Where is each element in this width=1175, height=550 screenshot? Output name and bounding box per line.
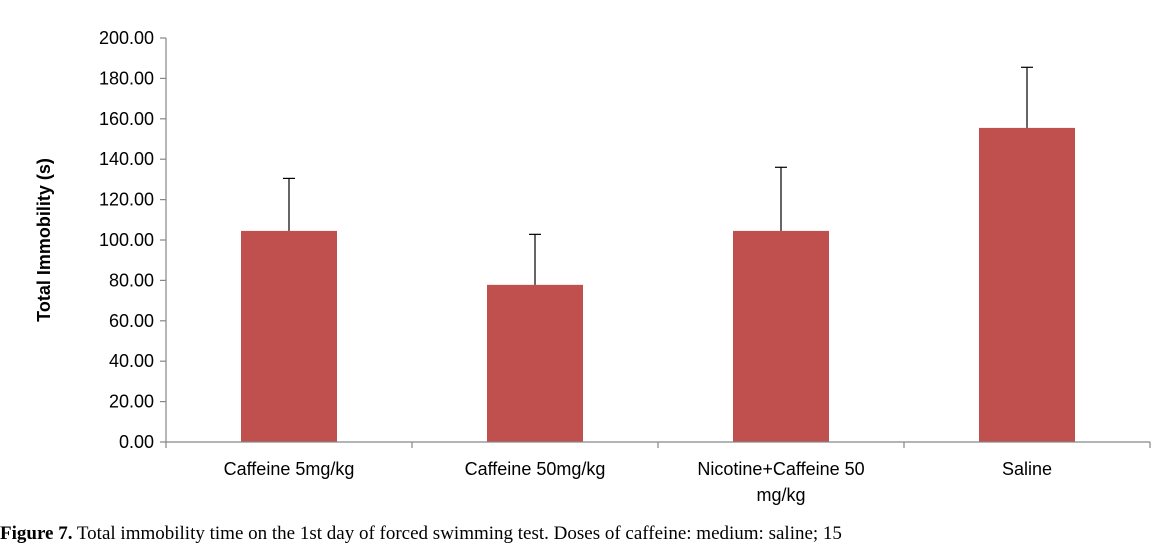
caption-text: Total immobility time on the 1st day of … xyxy=(72,523,842,544)
y-tick-label: 160.00 xyxy=(99,109,154,129)
y-tick-label: 40.00 xyxy=(109,351,154,371)
bar xyxy=(979,127,1075,442)
x-category-label: Caffeine 50mg/kg xyxy=(465,459,606,479)
bar xyxy=(241,230,337,442)
y-tick-label: 140.00 xyxy=(99,149,154,169)
y-tick-label: 200.00 xyxy=(99,28,154,48)
bar xyxy=(733,230,829,442)
x-category-label: mg/kg xyxy=(756,485,805,505)
y-axis-title: Total Immobility (s) xyxy=(34,158,54,322)
y-tick-label: 180.00 xyxy=(99,68,154,88)
bars xyxy=(241,127,1075,442)
x-category-label: Caffeine 5mg/kg xyxy=(224,459,355,479)
x-category-label: Saline xyxy=(1002,459,1052,479)
y-axis-ticks: 0.00 20.00 40.00 60.00 80.00 100.00 120.00 140.… xyxy=(99,28,166,452)
y-tick-label: 120.00 xyxy=(99,190,154,210)
y-tick-label: 100.00 xyxy=(99,230,154,250)
x-category-label: Nicotine+Caffeine 50 xyxy=(697,459,864,479)
bar-chart: 0.00 20.00 40.00 60.00 80.00 100.00 120.00 140.… xyxy=(34,28,1151,505)
y-tick-label: 60.00 xyxy=(109,311,154,331)
y-tick-label: 20.00 xyxy=(109,392,154,412)
caption-label: Figure 7. xyxy=(0,523,73,544)
error-bars xyxy=(283,66,1033,285)
y-tick-label: 0.00 xyxy=(119,432,154,452)
bar xyxy=(487,284,583,442)
y-tick-label: 80.00 xyxy=(109,270,154,290)
x-axis-labels: Caffeine 5mg/kg Caffeine 50mg/kg Nicotine+… xyxy=(165,442,1151,505)
figure-caption: Figure 7. Total immobility time on the 1… xyxy=(0,522,1175,546)
